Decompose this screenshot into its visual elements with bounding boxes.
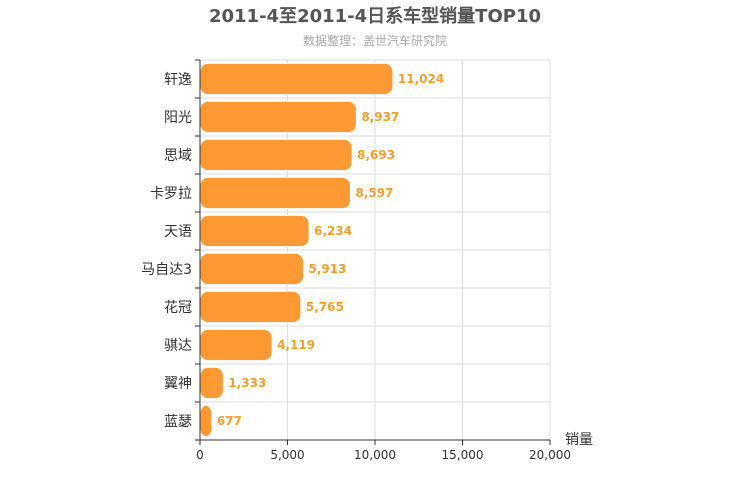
grid — [199, 59, 551, 441]
x-tick-label: 0 — [196, 448, 204, 462]
chart-title: 2011-4至2011-4日系车型销量TOP10 — [209, 5, 541, 27]
data-label: 11,024 — [398, 72, 444, 86]
bar — [199, 404, 213, 438]
chart-subtitle: 数据整理：盖世汽车研究院 — [303, 33, 447, 48]
data-label: 8,693 — [357, 148, 395, 162]
data-label: 8,937 — [361, 110, 399, 124]
bar — [199, 290, 302, 324]
x-tick-label: 20,000 — [529, 448, 571, 462]
data-label: 6,234 — [314, 224, 352, 238]
data-label: 5,765 — [306, 300, 344, 314]
data-label: 4,119 — [277, 338, 315, 352]
bar — [199, 100, 357, 134]
category-label: 蓝瑟 — [164, 414, 192, 430]
x-tick-label: 15,000 — [442, 448, 484, 462]
category-label: 卡罗拉 — [150, 186, 192, 202]
bar — [199, 366, 224, 400]
category-label: 阳光 — [164, 110, 192, 126]
bar — [199, 176, 351, 210]
x-tick-label: 10,000 — [354, 448, 396, 462]
bar — [199, 214, 310, 248]
category-label: 思域 — [164, 148, 192, 164]
x-axis-title: 销量 — [565, 432, 593, 448]
data-label: 8,597 — [355, 186, 393, 200]
bar — [199, 328, 273, 362]
category-label: 翼神 — [164, 376, 192, 392]
bar — [199, 62, 394, 96]
category-label: 天语 — [164, 224, 192, 240]
bar — [199, 138, 353, 172]
category-label: 轩逸 — [164, 72, 192, 88]
bars: 11,024 8,937 8,693 8,597 6,234 5,913 5,765 4,11… — [199, 62, 444, 438]
category-label: 花冠 — [164, 300, 192, 316]
bar — [199, 252, 304, 286]
data-label: 677 — [217, 414, 242, 428]
x-tick-label: 5,000 — [270, 448, 304, 462]
category-label: 骐达 — [164, 338, 192, 354]
data-label: 5,913 — [308, 262, 346, 276]
data-label: 1,333 — [228, 376, 266, 390]
category-label: 马自达3 — [141, 262, 192, 278]
